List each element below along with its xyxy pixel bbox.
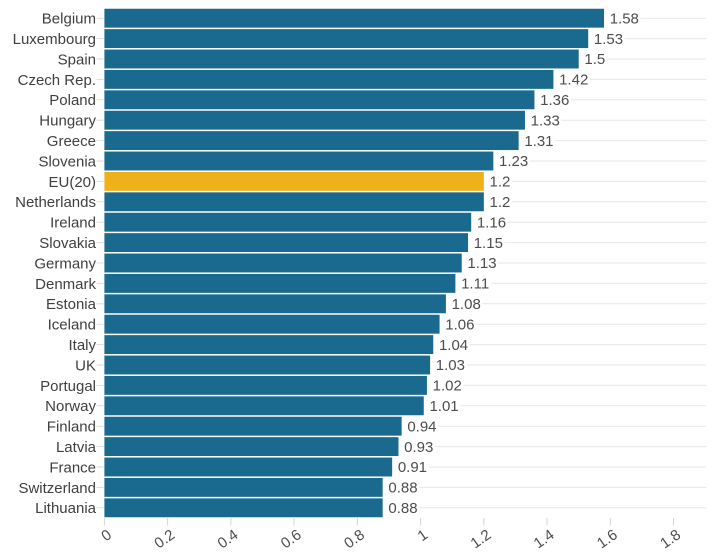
svg-text:1.01: 1.01	[429, 398, 458, 415]
svg-text:0.88: 0.88	[388, 480, 417, 497]
svg-text:1.06: 1.06	[445, 316, 474, 333]
svg-text:Poland: Poland	[49, 92, 96, 109]
svg-text:Hungary: Hungary	[39, 113, 96, 130]
svg-text:Latvia: Latvia	[56, 439, 97, 456]
svg-text:Estonia: Estonia	[46, 296, 97, 313]
svg-text:Switzerland: Switzerland	[18, 480, 96, 497]
svg-text:Lithuania: Lithuania	[35, 500, 97, 517]
svg-text:0.93: 0.93	[404, 439, 433, 456]
svg-text:Luxembourg: Luxembourg	[13, 31, 96, 48]
svg-text:France: France	[49, 459, 96, 476]
svg-text:0.88: 0.88	[388, 500, 417, 517]
svg-text:1.42: 1.42	[559, 72, 588, 89]
svg-text:EU(20): EU(20)	[48, 174, 96, 191]
svg-text:Greece: Greece	[47, 133, 96, 150]
svg-text:Norway: Norway	[45, 398, 96, 415]
svg-text:1.03: 1.03	[436, 357, 465, 374]
svg-text:1.5: 1.5	[584, 51, 605, 68]
svg-text:0.94: 0.94	[407, 418, 436, 435]
svg-text:1.23: 1.23	[499, 153, 528, 170]
svg-text:1.58: 1.58	[610, 10, 639, 27]
svg-text:Iceland: Iceland	[48, 317, 96, 334]
svg-text:1.2: 1.2	[490, 194, 511, 211]
svg-text:1.36: 1.36	[540, 92, 569, 109]
svg-text:Portugal: Portugal	[40, 378, 96, 395]
svg-text:Belgium: Belgium	[42, 11, 96, 28]
svg-text:1.16: 1.16	[477, 214, 506, 231]
svg-text:Czech Rep.: Czech Rep.	[18, 72, 96, 89]
svg-text:1.33: 1.33	[531, 112, 560, 129]
svg-text:1.04: 1.04	[439, 337, 468, 354]
svg-text:Netherlands: Netherlands	[15, 194, 96, 211]
svg-text:Italy: Italy	[68, 337, 96, 354]
svg-text:UK: UK	[75, 357, 96, 374]
svg-text:Ireland: Ireland	[50, 215, 96, 232]
svg-text:1.53: 1.53	[594, 31, 623, 48]
svg-text:Germany: Germany	[34, 255, 96, 272]
svg-text:Spain: Spain	[58, 51, 96, 68]
svg-text:0.91: 0.91	[398, 459, 427, 476]
svg-text:1.13: 1.13	[467, 255, 496, 272]
svg-text:Denmark: Denmark	[35, 276, 96, 293]
svg-text:1.11: 1.11	[461, 276, 489, 293]
svg-text:1.2: 1.2	[490, 174, 511, 191]
svg-text:Finland: Finland	[47, 419, 96, 436]
svg-text:1.31: 1.31	[524, 133, 553, 150]
svg-text:1.02: 1.02	[433, 378, 462, 395]
svg-text:Slovenia: Slovenia	[38, 153, 96, 170]
svg-text:1.08: 1.08	[452, 296, 481, 313]
svg-text:Slovakia: Slovakia	[39, 235, 96, 252]
svg-text:1.15: 1.15	[474, 235, 503, 252]
